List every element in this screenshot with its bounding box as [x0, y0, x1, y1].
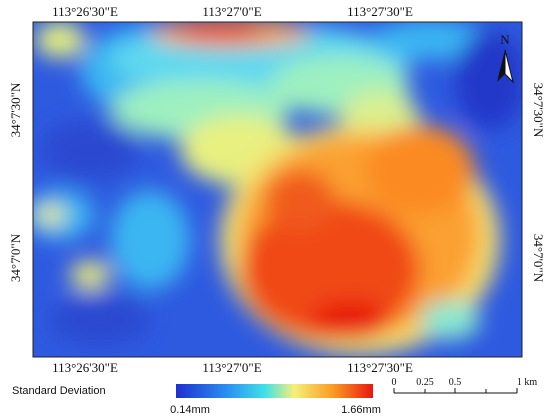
lon-label: 113°26'30"E — [52, 4, 118, 19]
scale-label: 1 km — [517, 377, 538, 388]
lon-label: 113°27'0"E — [202, 360, 261, 375]
lon-label: 113°27'0"E — [202, 4, 261, 19]
scale-bar — [393, 388, 518, 394]
map-frame — [32, 21, 523, 358]
lon-label: 113°27'30"E — [347, 4, 413, 19]
lat-label: 34°7'0"N — [8, 233, 23, 282]
lat-label: 34°7'0"N — [531, 234, 546, 283]
legend-min: 0.14mm — [170, 404, 210, 416]
lon-label: 113°26'30"E — [52, 360, 118, 375]
scale-label: 0 — [392, 377, 397, 388]
north-arrow: N — [497, 32, 514, 84]
lon-label: 113°27'30"E — [347, 360, 413, 375]
lat-label: 34°7'30"N — [8, 82, 23, 137]
scale-label: 0.5 — [449, 377, 462, 388]
legend-title: Standard Deviation — [12, 385, 106, 397]
color-ramp — [176, 384, 373, 398]
heatmap — [33, 22, 522, 357]
legend-max: 1.66mm — [341, 404, 381, 416]
lat-label: 34°7'30"N — [531, 83, 546, 138]
scale-label: 0.25 — [416, 377, 434, 388]
north-label: N — [500, 32, 510, 47]
